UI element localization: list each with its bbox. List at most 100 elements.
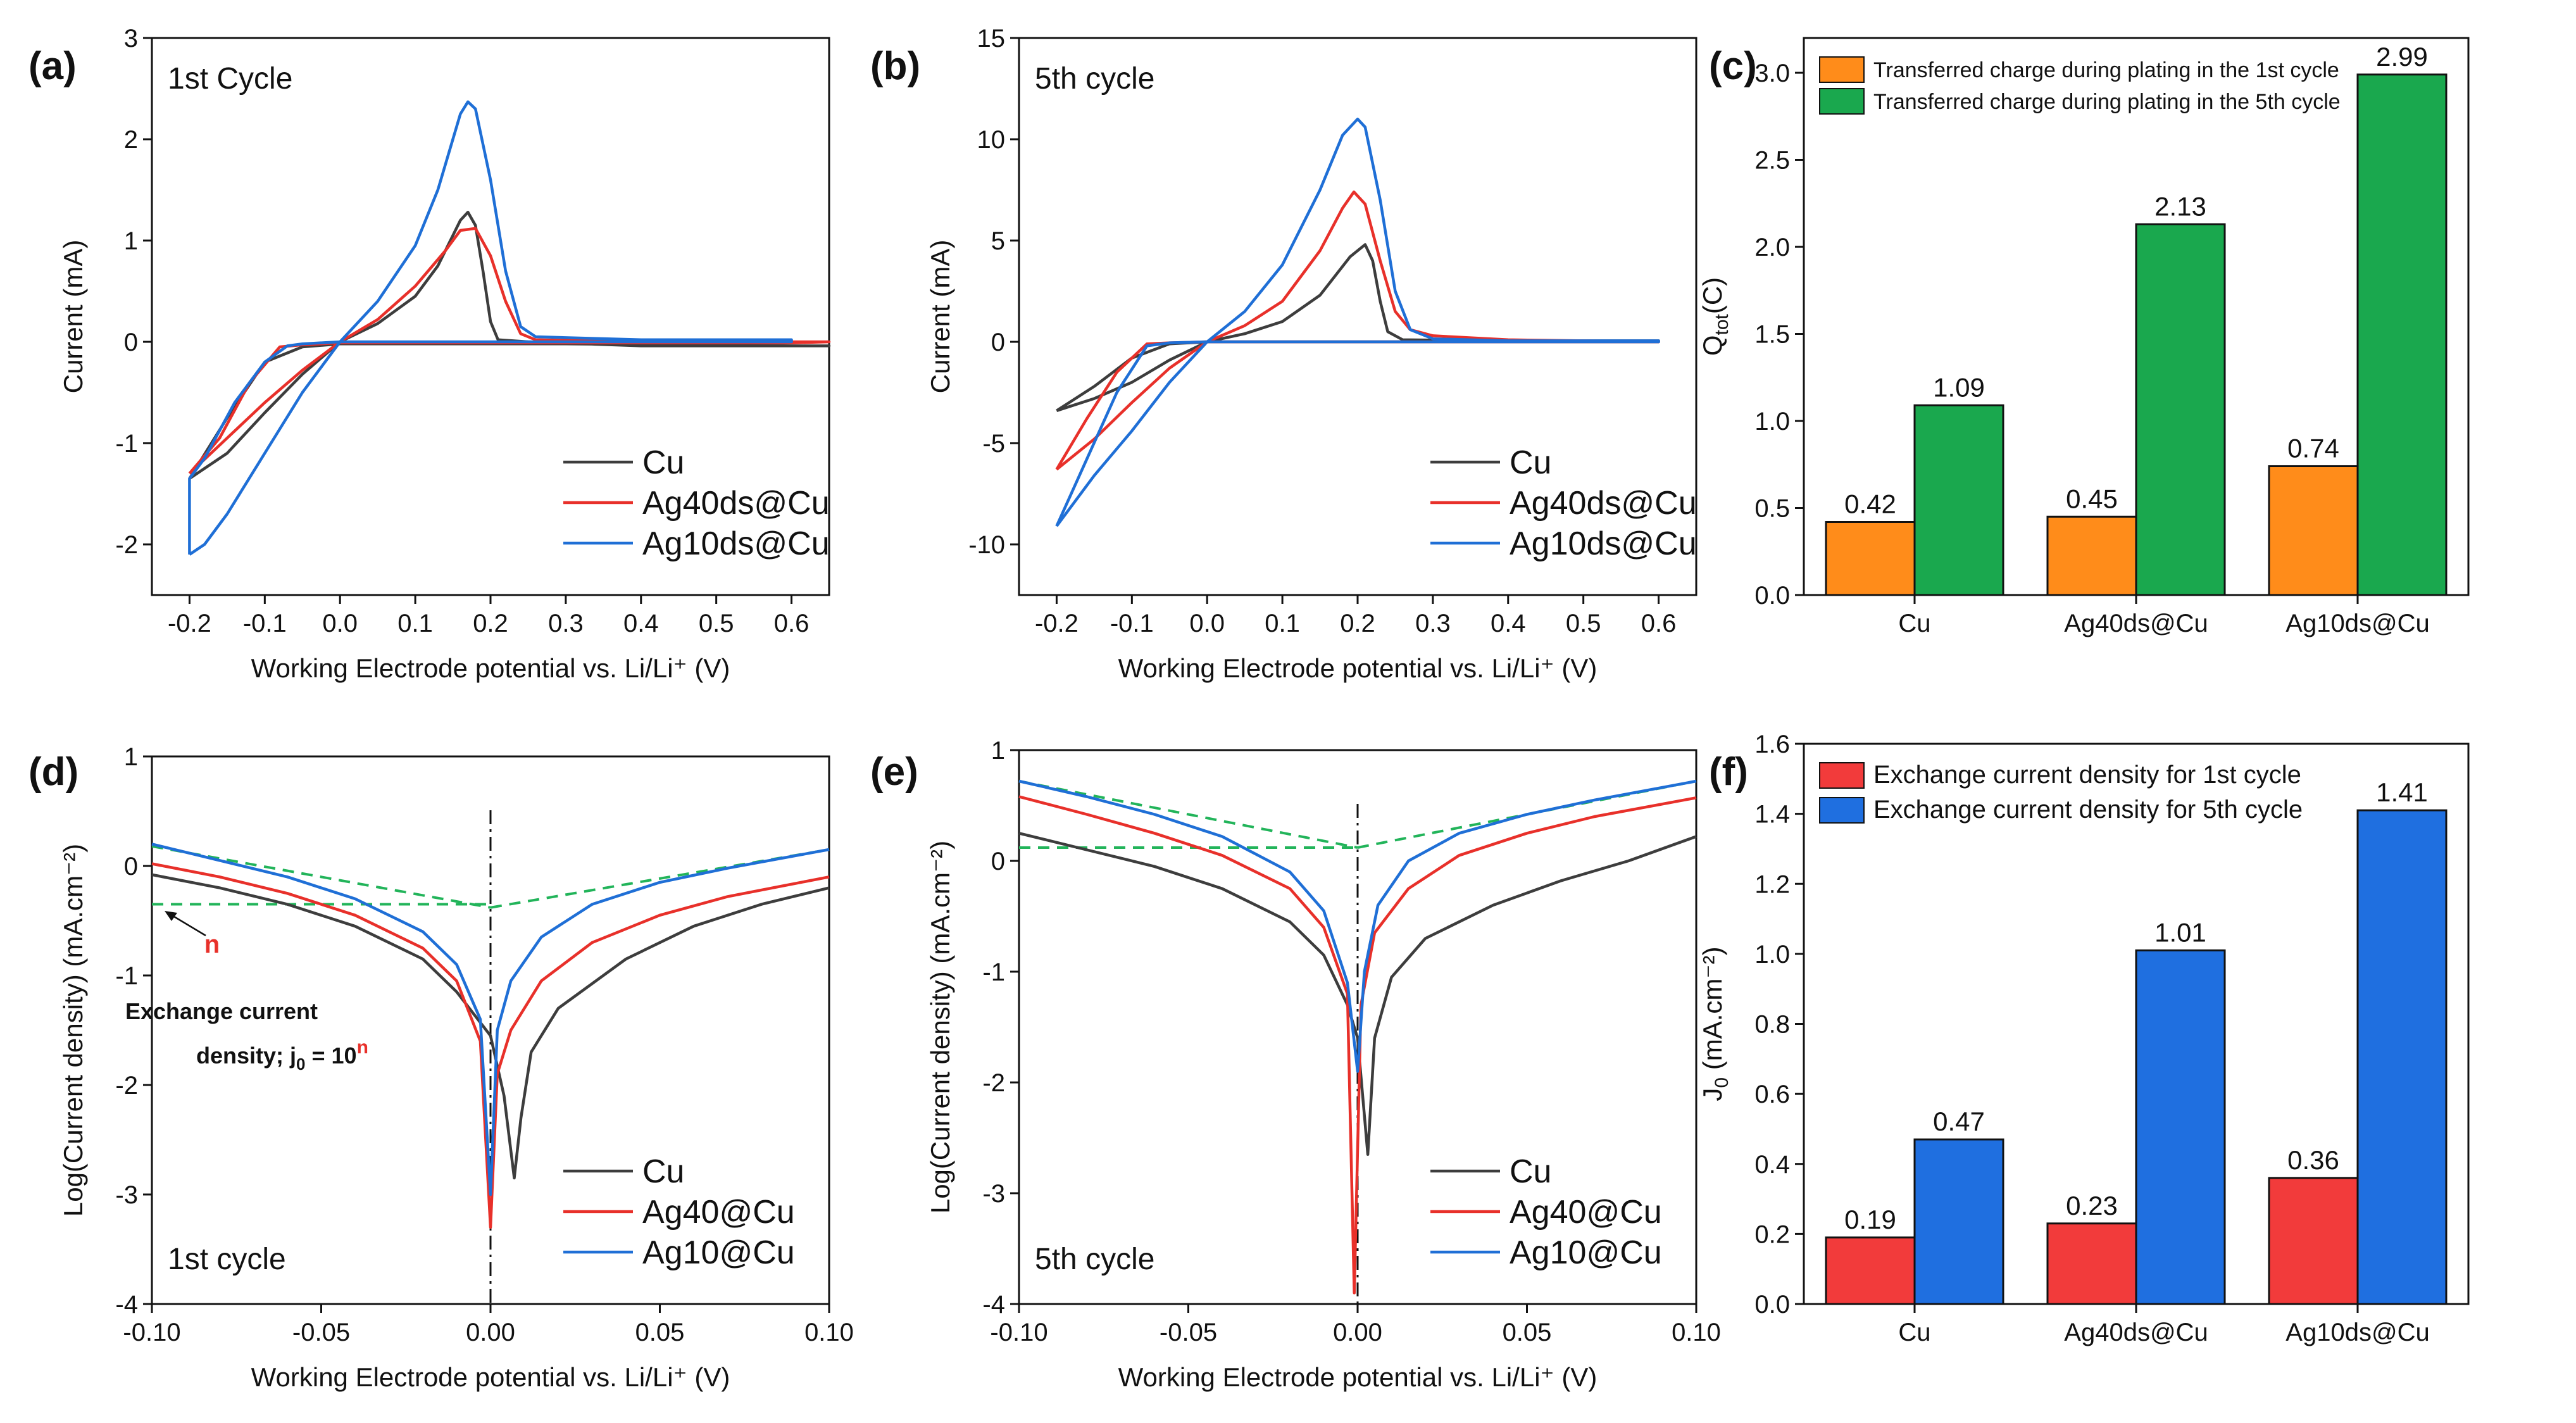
x-tick-label: -0.2 (1035, 610, 1079, 637)
y-tick-label: -1 (982, 958, 1005, 986)
x-tick-label: 0.2 (473, 610, 508, 637)
legend-label: Ag40ds@Cu (1510, 485, 1697, 522)
y-tick-label: 0 (124, 329, 138, 356)
legend-label: Ag10ds@Cu (642, 525, 830, 562)
y-tick-label: 3 (124, 25, 138, 53)
bar (2268, 1177, 2359, 1305)
y-axis-title: Log(Current density) (mA.cm⁻²) (925, 841, 955, 1213)
y-tick-label: -1 (115, 962, 138, 990)
bar (2356, 809, 2448, 1305)
category-label: Cu (1898, 610, 1930, 637)
panel-letter: (c) (1709, 44, 1757, 88)
legend-label: Cu (1510, 1153, 1551, 1190)
legend-swatch (1819, 56, 1865, 83)
bar (2046, 1222, 2137, 1305)
y-tick-label: -10 (968, 531, 1005, 559)
x-tick-label: 0.1 (397, 610, 433, 637)
y-tick-label: -4 (982, 1291, 1005, 1319)
bar (2135, 949, 2226, 1305)
x-axis-title: Working Electrode potential vs. Li/Li⁺ (… (251, 653, 730, 683)
x-tick-label: 0.4 (1491, 610, 1526, 637)
exchange-label-eq: = 10 (306, 1043, 357, 1069)
panel-annotation: 1st Cycle (168, 62, 292, 96)
y-axis-title-sub: tot (1711, 313, 1732, 335)
y-tick-label: -1 (115, 430, 138, 458)
y-axis-title: Qtot(C) (1698, 277, 1732, 356)
y-tick-label: 0.5 (1754, 495, 1790, 523)
x-tick-label: -0.05 (292, 1319, 350, 1346)
bar-value-label: 0.19 (1844, 1205, 1896, 1234)
y-tick-label: 0.2 (1754, 1220, 1790, 1248)
x-tick-label: -0.05 (1160, 1319, 1217, 1346)
y-axis-title: Log(Current density) (mA.cm⁻²) (58, 844, 88, 1217)
legend-swatch (1819, 88, 1865, 115)
series-line-ag10ds-cu (188, 100, 793, 556)
x-tick-label: 0.10 (804, 1319, 854, 1346)
bar-value-label: 1.09 (1933, 372, 1985, 402)
legend-label: Transferred charge during plating in the… (1873, 58, 2339, 82)
bar-value-label: 1.41 (2376, 777, 2428, 807)
x-tick-label: -0.1 (1110, 610, 1154, 637)
y-tick-label: 0 (124, 853, 138, 881)
legend-label: Ag40ds@Cu (642, 485, 830, 522)
y-tick-label: 1.0 (1754, 941, 1790, 969)
x-tick-label: 0.10 (1672, 1319, 1721, 1346)
chart-panel-f: 0.0 0.2 0.4 0.6 0.8 1.0 1.2 1.4 1.6 Cu 0.19 0.47 Ag4… (1698, 730, 2470, 1346)
x-tick-label: 0.1 (1265, 610, 1300, 637)
y-tick-label: 2 (124, 126, 138, 154)
x-axis-title: Working Electrode potential vs. Li/Li⁺ (… (1118, 653, 1597, 683)
category-label: Ag10ds@Cu (2285, 1319, 2429, 1346)
x-tick-label: 0.6 (774, 610, 810, 637)
legend-label: Ag10@Cu (642, 1234, 795, 1271)
category-label: Cu (1898, 1319, 1930, 1346)
y-tick-label: 5 (991, 227, 1005, 255)
legend-label: Ag40@Cu (642, 1194, 795, 1231)
exchange-label-line1: Exchange current (125, 998, 318, 1024)
x-tick-label: -0.10 (990, 1319, 1047, 1346)
y-tick-label: 0.6 (1754, 1081, 1790, 1108)
y-tick-label: 0.8 (1754, 1011, 1790, 1039)
n-arrowhead (165, 911, 177, 921)
x-tick-label: 0.5 (1566, 610, 1601, 637)
panel-annotation: 5th cycle (1035, 1243, 1154, 1276)
bar (2046, 515, 2137, 596)
legend-label: Ag10@Cu (1510, 1234, 1662, 1271)
panel-letter: (f) (1709, 750, 1748, 794)
chart-panel-b: -10 -5 0 5 10 15 -0.2 -0.1 0.0 0.1 0.2 0.3 0.4 0.5 0.6… (925, 25, 1698, 683)
x-tick-label: 0.5 (699, 610, 734, 637)
y-tick-label: 2.0 (1754, 234, 1790, 261)
y-axis-title-main: Q (1698, 335, 1727, 356)
bar-value-label: 0.36 (2287, 1145, 2339, 1175)
x-tick-label: -0.10 (123, 1319, 180, 1346)
bar-value-label: 1.01 (2154, 917, 2206, 947)
x-tick-label: 0.6 (1641, 610, 1677, 637)
bar-value-label: 0.45 (2066, 484, 2118, 513)
y-tick-label: 1.6 (1754, 730, 1790, 758)
y-tick-label: 1.0 (1754, 408, 1790, 436)
bar (1825, 1236, 1916, 1305)
category-label: Ag10ds@Cu (2285, 610, 2429, 637)
y-axis-title-tail: (C) (1698, 277, 1727, 314)
bar (1913, 1138, 2004, 1305)
panel-annotation: 1st cycle (168, 1243, 286, 1276)
series-line-cu (1056, 243, 1660, 412)
legend-label: Ag10ds@Cu (1510, 525, 1697, 562)
y-tick-label: -2 (982, 1069, 1005, 1097)
category-label: Ag40ds@Cu (2064, 610, 2208, 637)
bar-value-label: 0.42 (1844, 489, 1896, 519)
y-tick-label: 0 (991, 848, 1005, 875)
x-tick-label: 0.3 (1415, 610, 1451, 637)
y-tick-label: -3 (982, 1180, 1005, 1208)
y-axis-title-tail: (mA.cm⁻²) (1698, 946, 1727, 1077)
x-tick-label: 0.2 (1340, 610, 1375, 637)
series-line-ag40ds-cu (1055, 190, 1660, 471)
y-tick-label: -3 (115, 1181, 138, 1209)
y-axis-title: Current (mA) (58, 240, 88, 394)
series-line-ag40-cu (151, 862, 830, 1229)
panel-letter: (a) (28, 44, 77, 88)
y-tick-label: 0 (991, 329, 1005, 356)
y-axis-title: Current (mA) (925, 240, 955, 394)
series-line-ag10-cu (1018, 779, 1697, 1073)
bar (2356, 73, 2448, 596)
